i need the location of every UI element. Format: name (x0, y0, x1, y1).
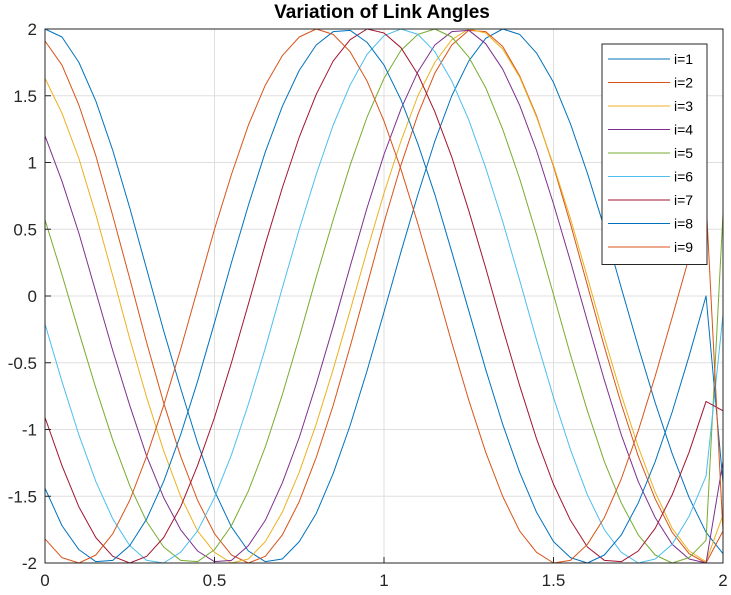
series-line-6 (44, 28, 724, 564)
y-tick-label-3: 0.5 (13, 220, 37, 239)
y-tick-label-1: 1.5 (13, 87, 37, 106)
series-line-7 (44, 28, 724, 564)
series-line-2 (44, 29, 724, 564)
series-line-8 (44, 29, 724, 564)
legend[interactable]: i=1 i=2 i=3 i=4 i=5 i=6 i=7 i=8 i=9 (601, 43, 708, 265)
legend-label-3: i=3 (674, 98, 693, 114)
legend-box (601, 43, 708, 265)
y-tick-label-5: -0.5 (8, 354, 37, 373)
x-tick-label-4: 2 (718, 571, 727, 590)
legend-label-7: i=7 (674, 192, 693, 208)
legend-label-5: i=5 (674, 145, 693, 161)
legend-label-8: i=8 (674, 216, 693, 232)
y-tick-label-2: 1 (28, 154, 37, 173)
series-line-3 (44, 28, 724, 564)
x-tick-label-3: 1.5 (542, 571, 566, 590)
y-tick-label-0: 2 (28, 20, 37, 39)
y-tick-label-7: -1.5 (8, 487, 37, 506)
series-line-5 (44, 28, 724, 564)
y-tick-label-4: 0 (28, 287, 37, 306)
series-lines (44, 28, 724, 564)
y-tick-label-8: -2 (22, 554, 37, 573)
legend-label-6: i=6 (674, 169, 693, 185)
chart-title: Variation of Link Angles (274, 2, 490, 23)
x-tick-label-2: 1 (379, 571, 388, 590)
x-tick-label-1: 0.5 (203, 571, 227, 590)
series-line-4 (44, 29, 724, 564)
legend-label-4: i=4 (674, 122, 693, 138)
x-tick-label-0: 0 (40, 571, 49, 590)
legend-label-9: i=9 (674, 239, 693, 255)
legend-label-2: i=2 (674, 75, 693, 91)
y-tick-label-6: -1 (22, 421, 37, 440)
legend-label-1: i=1 (674, 51, 693, 67)
axis-ticks: 0 0.5 1 1.5 2 2 1.5 1 0.5 0 -0.5 -1 -1.5 -2 (8, 20, 728, 590)
series-line-9 (44, 28, 724, 564)
